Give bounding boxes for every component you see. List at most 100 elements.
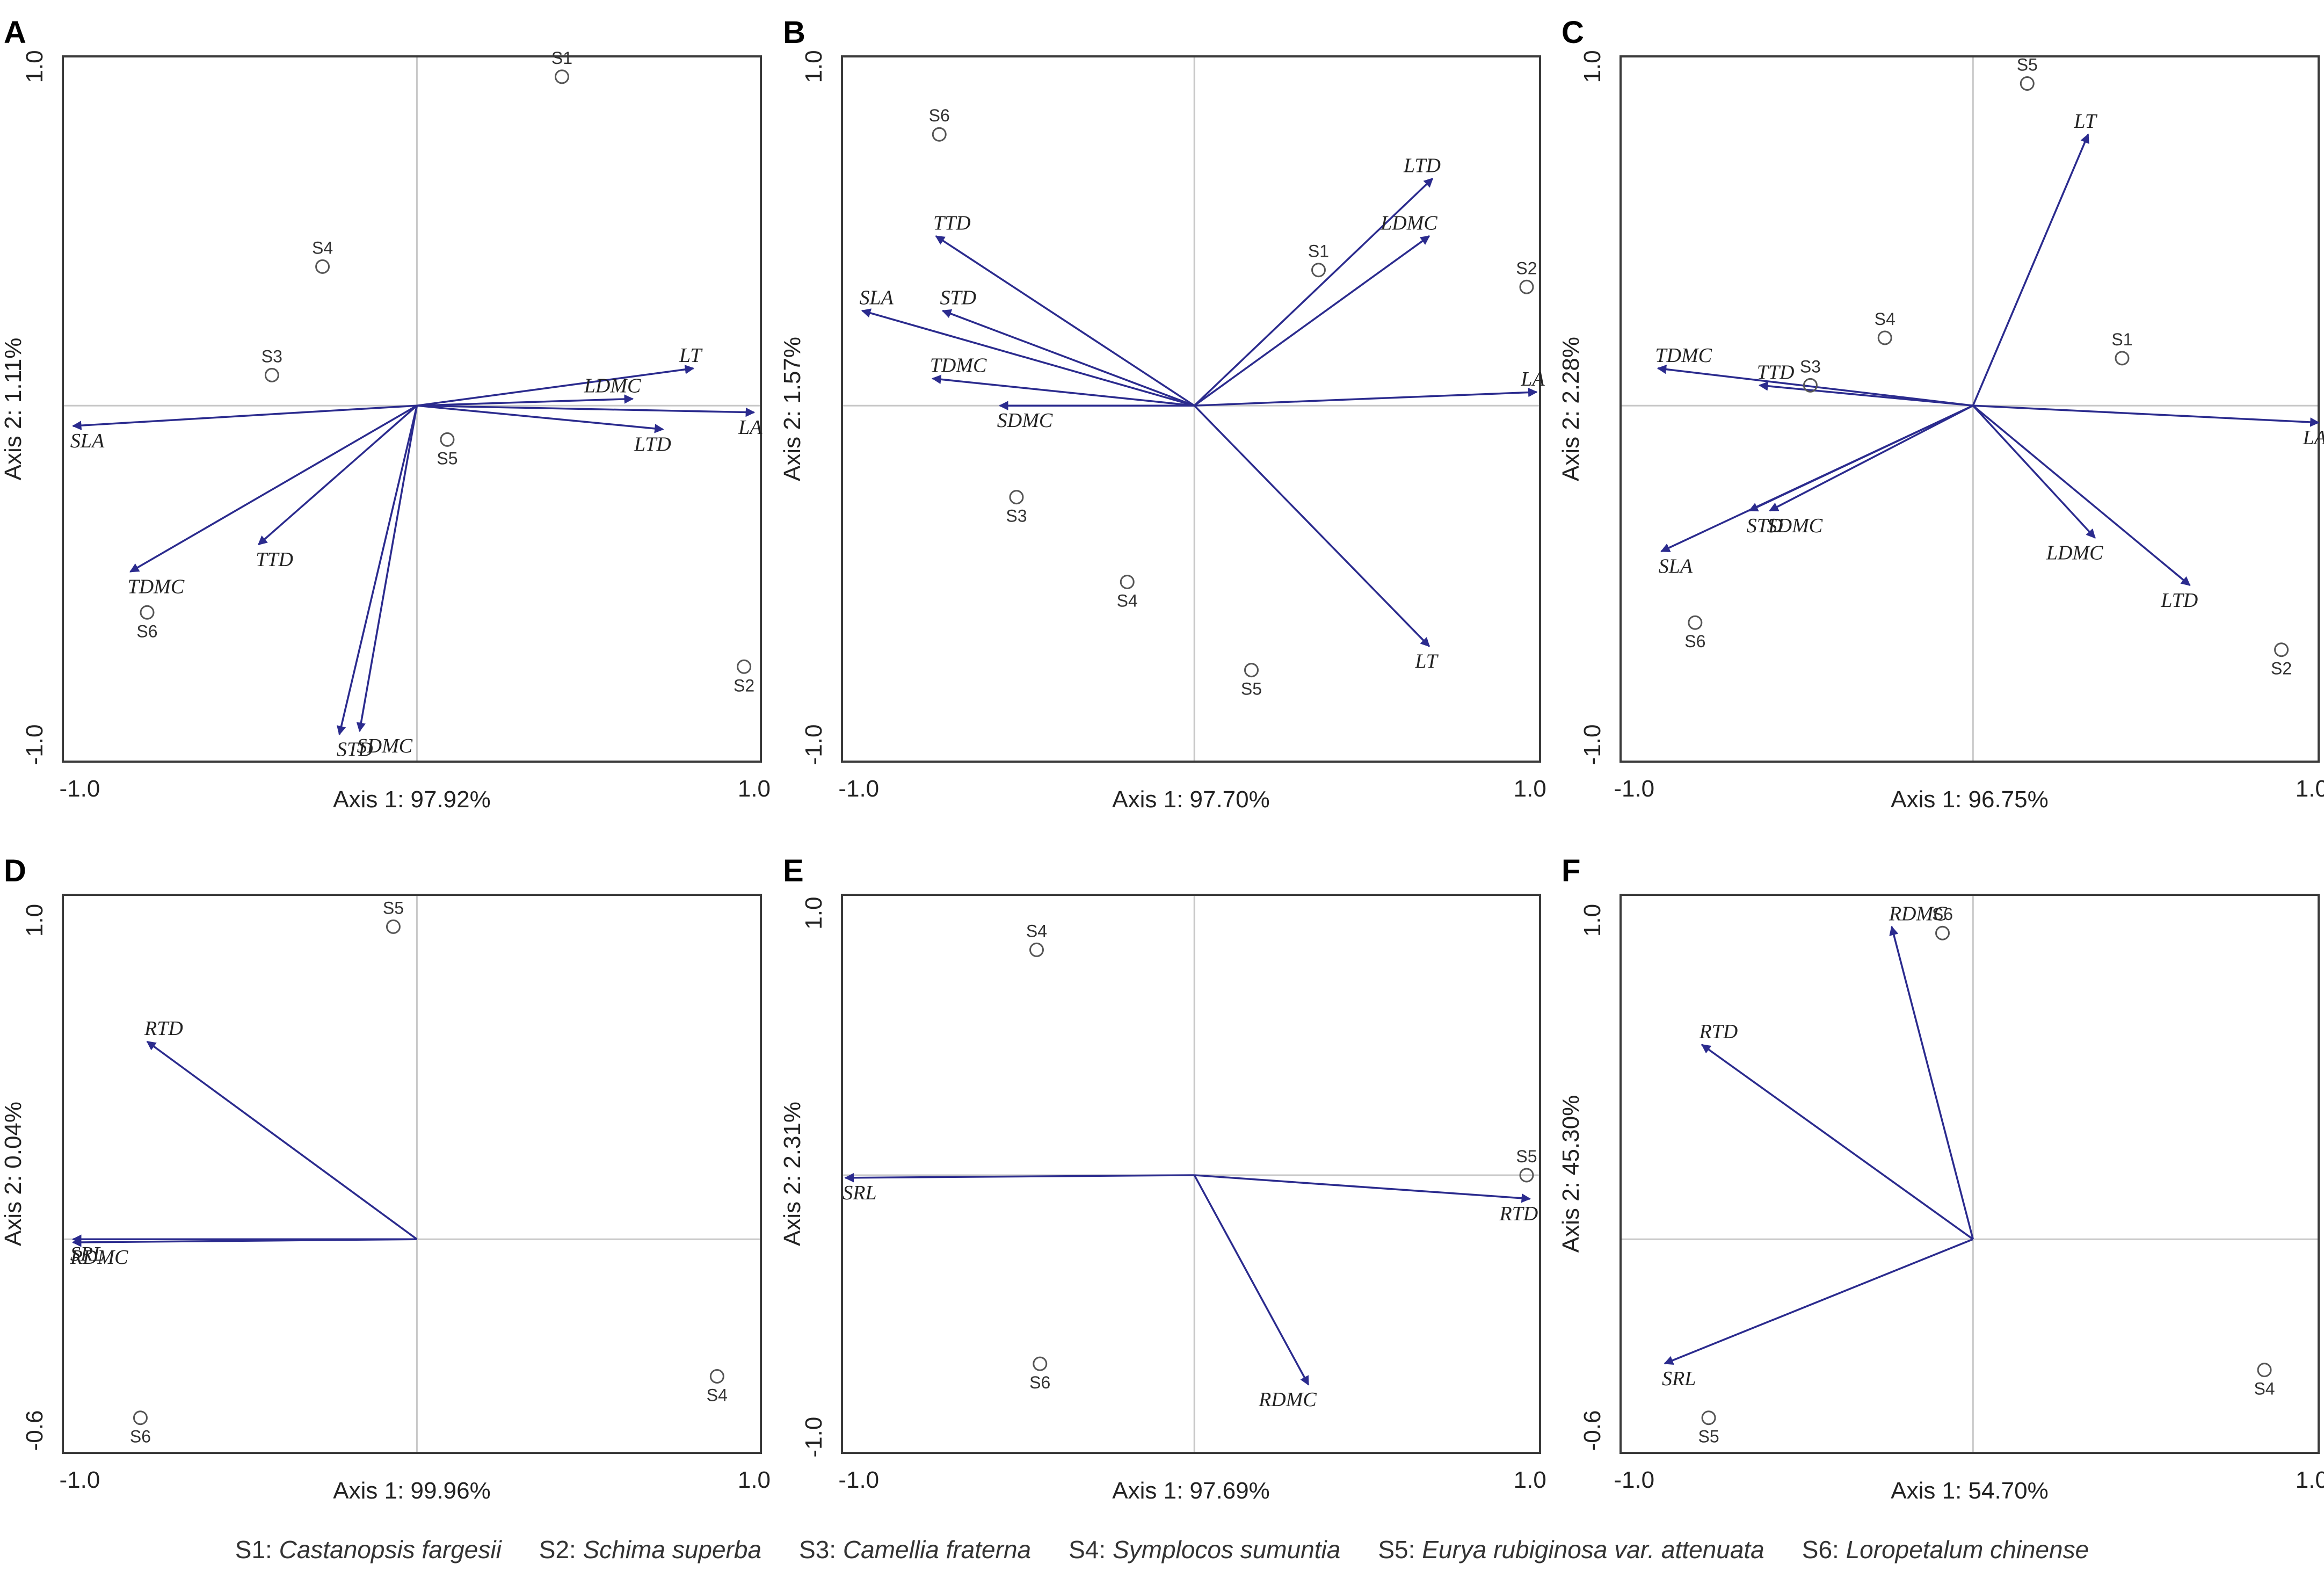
trait-vector-ttd — [1758, 381, 1973, 407]
y-tick-label: -0.6 — [21, 1410, 48, 1451]
y-axis-title: Axis 2: 1.57% — [779, 337, 805, 481]
x-axis-title: Axis 1: 54.70% — [1891, 1478, 2049, 1504]
trait-label-sla: SLA — [70, 430, 105, 452]
x-tick-label: 1.0 — [1514, 1467, 1546, 1493]
species-point-s4 — [315, 259, 330, 274]
species-point-label: S6 — [130, 1427, 151, 1446]
species-point-s6 — [1033, 1356, 1048, 1371]
species-point-label: S2 — [1516, 258, 1537, 278]
species-point-s1 — [2115, 351, 2130, 366]
species-point-s2 — [1519, 279, 1534, 294]
panel-letter: D — [4, 853, 26, 888]
species-point-s2 — [2274, 642, 2289, 657]
species-point-s6 — [133, 1410, 148, 1425]
species-point-label: S3 — [262, 346, 282, 366]
panel-letter: C — [1562, 15, 1584, 50]
legend-species-name: Schima superba — [583, 1536, 762, 1564]
trait-label-la: LA — [738, 416, 762, 439]
species-point-s6 — [932, 127, 947, 142]
species-point-s4 — [1120, 574, 1135, 589]
legend-species-name: Eurya rubiginosa var. attenuata — [1422, 1536, 1764, 1564]
y-tick-label: 1.0 — [21, 904, 48, 937]
x-tick-label: 1.0 — [2296, 1467, 2324, 1493]
x-tick-label: -1.0 — [59, 1467, 100, 1493]
trait-vector-lt — [1193, 404, 1430, 647]
trait-label-sla: SLA — [1659, 555, 1693, 578]
legend-code: S6: — [1802, 1536, 1846, 1564]
y-tick-label: -1.0 — [21, 725, 48, 765]
trait-label-ltd: LTD — [2160, 589, 2198, 612]
panel-A: A -1.0 1.0 -1.0 1.0 Axis 1: 97.92% Axis 2: 1.1… — [0, 15, 771, 813]
species-point-label: S5 — [2017, 55, 2038, 75]
plot-frame — [1619, 55, 2320, 763]
legend-code: S5: — [1378, 1536, 1422, 1564]
trait-vector-tdmc — [932, 374, 1195, 407]
trait-label-ldmc: LDMC — [1380, 212, 1437, 235]
trait-label-std: STD — [337, 739, 373, 761]
species-point-s6 — [140, 605, 155, 620]
species-point-label: S4 — [1117, 591, 1138, 610]
panel-letter: B — [783, 15, 805, 50]
panel-E: E -1.0 1.0 -1.0 1.0 Axis 1: 97.69% Axis 2: 2.3… — [779, 853, 1546, 1504]
plot-frame — [62, 55, 762, 763]
trait-vector-la — [417, 404, 756, 417]
legend-species-name: Camellia fraterna — [843, 1536, 1032, 1564]
panel-B: B -1.0 1.0 -1.0 1.0 Axis 1: 97.70% Axis 2: 1.5… — [779, 15, 1546, 813]
x-tick-label: 1.0 — [738, 1467, 771, 1493]
panel-C: C -1.0 1.0 -1.0 1.0 Axis 1: 96.75% Axis 2: 2.2… — [1558, 15, 2324, 813]
species-point-s6 — [1935, 925, 1950, 940]
trait-vector-srl — [844, 1173, 1195, 1183]
plot-frame — [1619, 894, 2320, 1454]
legend-species-name: Castanopsis fargesii — [279, 1536, 502, 1564]
x-tick-label: -1.0 — [838, 1467, 879, 1493]
y-tick-label: 1.0 — [801, 50, 827, 83]
trait-label-srl: SRL — [843, 1182, 876, 1204]
x-axis-title: Axis 1: 97.92% — [333, 786, 491, 813]
trait-vector-sla — [861, 308, 1195, 407]
species-point-label: S5 — [383, 898, 404, 917]
y-axis-title: Axis 2: 1.11% — [0, 338, 26, 481]
trait-label-ltd: LTD — [1403, 154, 1441, 177]
trait-label-rdmc: RDMC — [70, 1246, 128, 1269]
panel-F: F -1.0 1.0 -0.6 1.0 Axis 1: 54.70% Axis 2: 45.… — [1558, 853, 2324, 1504]
species-point-label: S1 — [551, 48, 572, 68]
trait-vector-sdmc — [1769, 404, 1974, 512]
y-tick-label: -0.6 — [1579, 1410, 1606, 1451]
trait-vector-std — [337, 405, 418, 736]
species-point-label: S6 — [1932, 904, 1953, 924]
species-point-label: S1 — [2111, 330, 2132, 349]
trait-label-ttd: TTD — [1757, 361, 1795, 383]
trait-label-std: STD — [940, 286, 977, 309]
legend-item: S6: Loropetalum chinense — [1802, 1535, 2089, 1564]
panel-letter: F — [1562, 853, 1580, 888]
trait-label-sdmc: SDMC — [997, 409, 1053, 432]
legend-item: S2: Schima superba — [539, 1535, 761, 1564]
trait-vector-lt — [1972, 133, 2089, 406]
legend-item: S4: Symplocos sumuntia — [1069, 1535, 1340, 1564]
trait-vector-rtd — [1701, 1044, 1974, 1240]
species-point-label: S2 — [2271, 659, 2292, 678]
species-point-label: S6 — [136, 621, 157, 641]
trait-label-la: LA — [2303, 426, 2324, 449]
x-tick-label: -1.0 — [1614, 776, 1654, 802]
panel-D: D -1.0 1.0 -0.6 1.0 Axis 1: 99.96% Axis 2: 0.0… — [0, 853, 771, 1504]
trait-vector-la — [1194, 387, 1538, 407]
trait-label-lt: LT — [1414, 650, 1439, 672]
plot-frame — [62, 894, 762, 1454]
legend-code: S3: — [799, 1536, 843, 1564]
species-point-label: S3 — [1006, 506, 1027, 526]
x-axis-title: Axis 1: 97.69% — [1112, 1478, 1270, 1504]
trait-vector-rdmc — [1889, 925, 1974, 1240]
panel-letter: A — [4, 15, 26, 50]
trait-vector-ldmc — [1972, 405, 2096, 539]
species-point-label: S5 — [437, 448, 457, 468]
species-point-label: S4 — [312, 238, 333, 257]
species-point-s3 — [264, 367, 279, 382]
species-point-label: S4 — [2254, 1379, 2275, 1399]
trait-label-tdmc: TDMC — [128, 576, 185, 598]
trait-label-ltd: LTD — [634, 433, 671, 455]
legend-code: S4: — [1069, 1536, 1113, 1564]
y-tick-label: 1.0 — [21, 50, 48, 83]
trait-vector-ltd — [417, 404, 664, 433]
y-axis-title: Axis 2: 45.30% — [1558, 1095, 1584, 1253]
